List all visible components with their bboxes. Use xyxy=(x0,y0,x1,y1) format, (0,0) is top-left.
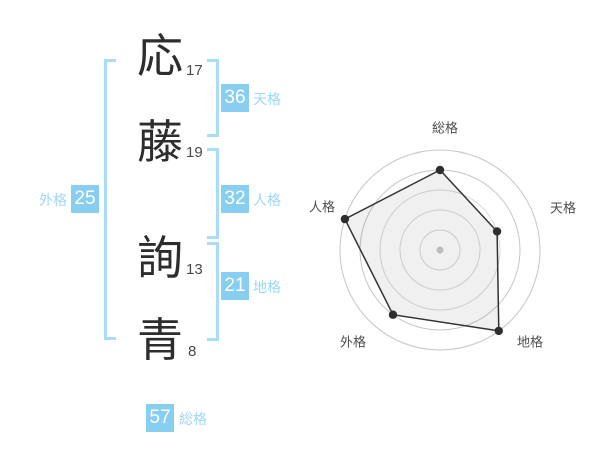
radar-axis-label-jinkaku: 人格 xyxy=(308,199,336,215)
stroke-count: 13 xyxy=(186,261,203,278)
jinkaku-score-badge: 32 xyxy=(221,185,249,213)
name-char: 詢 xyxy=(137,232,183,284)
stroke-count: 19 xyxy=(186,144,203,161)
radar-axis-label-gaikaku: 外格 xyxy=(339,334,367,350)
radar-chart-area xyxy=(310,120,570,380)
radar-data-point xyxy=(494,326,503,336)
chikaku-bracket xyxy=(207,242,219,341)
gaikaku-label: 外格 xyxy=(39,192,67,208)
radar-data-point xyxy=(388,310,398,319)
tenkaku-score-badge: 36 xyxy=(221,84,249,112)
radar-data-point xyxy=(340,214,350,224)
name-char: 藤 xyxy=(137,116,183,168)
radar-axis-label-tenkaku: 天格 xyxy=(549,200,577,216)
radar-chart xyxy=(339,149,541,351)
name-char: 青 xyxy=(137,314,183,366)
gaikaku-bracket xyxy=(104,59,116,340)
jinkaku-label: 人格 xyxy=(253,192,281,208)
tenkaku-label: 天格 xyxy=(253,91,281,107)
soukaku-score-badge: 57 xyxy=(146,404,174,432)
radar-data-point xyxy=(435,165,445,175)
gaikaku-score-badge: 25 xyxy=(71,185,99,213)
radar-axis-label-soukaku: 総格 xyxy=(431,120,459,136)
radar-center-dot xyxy=(436,246,444,254)
chikaku-label: 地格 xyxy=(253,279,281,295)
chikaku-score-badge: 21 xyxy=(221,272,249,300)
stroke-count: 8 xyxy=(188,343,197,360)
stroke-count: 17 xyxy=(186,62,203,79)
radar-data-point xyxy=(492,227,502,236)
radar-axis-label-chikaku: 地格 xyxy=(516,334,544,350)
jinkaku-bracket xyxy=(207,148,219,239)
name-char: 応 xyxy=(137,30,183,82)
tenkaku-bracket xyxy=(207,59,219,137)
soukaku-label: 総格 xyxy=(179,411,207,427)
